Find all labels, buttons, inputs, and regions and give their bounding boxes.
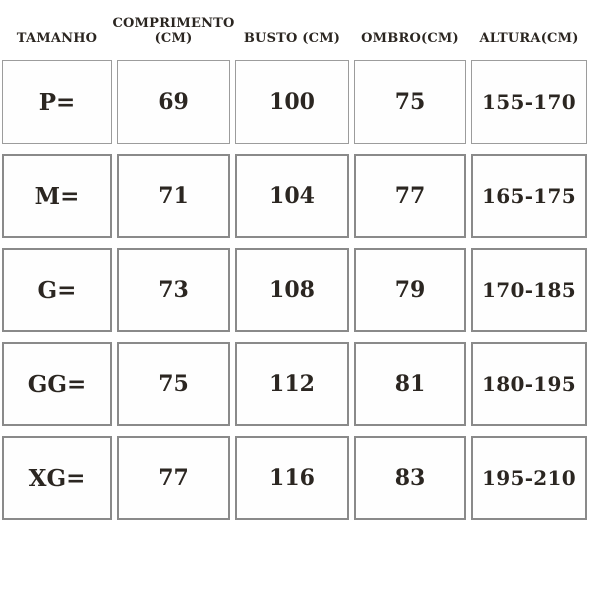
table-cell: 79 — [354, 248, 466, 332]
table-cell: 100 — [235, 60, 349, 144]
table-cell: 69 — [117, 60, 230, 144]
table-cell: 81 — [354, 342, 466, 426]
table-cell: 77 — [354, 154, 466, 238]
table-cell-size: XG= — [2, 436, 112, 520]
column-header-tamanho: TAMANHO — [16, 31, 98, 47]
column-header-busto: BUSTO (CM) — [243, 31, 341, 47]
table-cell-size: G= — [2, 248, 112, 332]
table-cell-range: 165-175 — [471, 154, 587, 238]
table-cell: 75 — [117, 342, 230, 426]
table-cell: 112 — [235, 342, 349, 426]
table-cell-size: P= — [2, 60, 112, 144]
table-cell: 108 — [235, 248, 349, 332]
column-header-altura: ALTURA(CM) — [479, 31, 579, 47]
table-cell-size: GG= — [2, 342, 112, 426]
table-cell: 71 — [117, 154, 230, 238]
table-cell: 75 — [354, 60, 466, 144]
table-cell-size: M= — [2, 154, 112, 238]
table-cell: 83 — [354, 436, 466, 520]
table-cell: 73 — [117, 248, 230, 332]
table-cell: 104 — [235, 154, 349, 238]
table-cell: 77 — [117, 436, 230, 520]
column-header-ombro: OMBRO(CM) — [361, 31, 459, 47]
table-cell-range: 155-170 — [471, 60, 587, 144]
column-header-comprimento: COMPRIMENTO (CM) — [112, 16, 235, 47]
table-cell-range: 180-195 — [471, 342, 587, 426]
table-cell: 116 — [235, 436, 349, 520]
table-cell-range: 195-210 — [471, 436, 587, 520]
size-chart-table: TAMANHO COMPRIMENTO (CM) BUSTO (CM) OMBR… — [2, 12, 588, 520]
table-cell-range: 170-185 — [471, 248, 587, 332]
